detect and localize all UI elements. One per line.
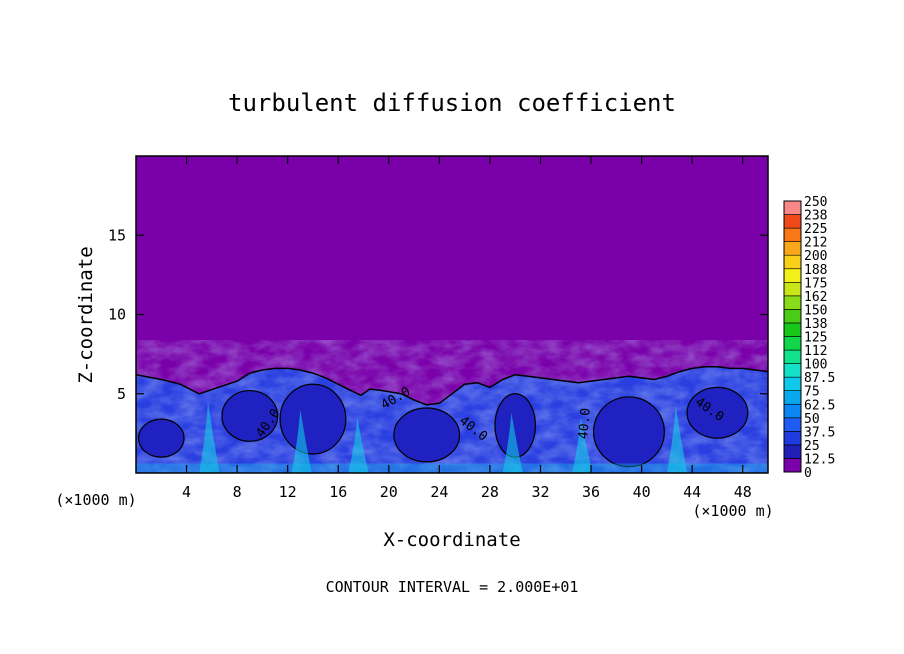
colorbar-swatch-18 bbox=[783, 214, 802, 229]
x-tick-label-8: 36 bbox=[582, 483, 600, 501]
colorbar-label-5: 62.5 bbox=[804, 398, 835, 413]
eddy-core-5 bbox=[592, 396, 665, 468]
colorbar-label-11: 138 bbox=[804, 317, 827, 332]
colorbar-label-18: 225 bbox=[804, 222, 827, 237]
colorbar-swatch-15 bbox=[783, 254, 802, 270]
colorbar-label-9: 112 bbox=[804, 344, 827, 359]
boundary-contour-line bbox=[136, 366, 768, 406]
colorbar-label-13: 162 bbox=[804, 290, 827, 305]
contour-interval-footer: CONTOUR INTERVAL = 2.000E+01 bbox=[326, 578, 579, 596]
colorbar-swatch-20 bbox=[783, 200, 802, 215]
colorbar-swatch-16 bbox=[783, 241, 802, 256]
x-tick-label-2: 12 bbox=[279, 483, 297, 501]
colorbar-swatch-12 bbox=[783, 295, 802, 310]
colorbar-swatch-11 bbox=[783, 309, 802, 324]
colorbar-label-19: 238 bbox=[804, 209, 827, 224]
colorbar-swatch-13 bbox=[783, 281, 802, 297]
x-tick-label-1: 8 bbox=[233, 483, 242, 501]
x-tick-label-3: 16 bbox=[329, 483, 347, 501]
colorbar-swatch-10 bbox=[783, 322, 802, 337]
eddy-core-3 bbox=[393, 407, 461, 463]
x-tick-label-6: 28 bbox=[481, 483, 499, 501]
colorbar-label-8: 100 bbox=[804, 358, 827, 373]
colorbar-swatch-5 bbox=[783, 390, 802, 405]
colorbar-label-20: 250 bbox=[804, 195, 827, 210]
colorbar-label-1: 12.5 bbox=[804, 452, 835, 467]
colorbar-swatch-14 bbox=[783, 268, 802, 283]
colorbar-label-17: 212 bbox=[804, 236, 827, 251]
colorbar-swatch-3 bbox=[783, 417, 802, 432]
eddy-core-0 bbox=[137, 418, 185, 458]
x-axis-ticks: 4 8 12 16 20 24 28 32 36 40 44 48 bbox=[182, 156, 752, 501]
x-tick-label-10: 44 bbox=[683, 483, 701, 501]
x-tick-label-4: 20 bbox=[380, 483, 398, 501]
colorbar-frame bbox=[783, 200, 802, 473]
updraft-plume-4 bbox=[572, 417, 593, 473]
y-tick-label-1: 10 bbox=[108, 306, 126, 324]
colorbar-swatch-0 bbox=[783, 458, 802, 473]
x-tick-label-11: 48 bbox=[734, 483, 752, 501]
eddy-core-2 bbox=[279, 383, 347, 455]
colorbar-swatch-6 bbox=[783, 376, 802, 391]
x-tick-label-5: 24 bbox=[430, 483, 448, 501]
colorbar-label-0: 0 bbox=[804, 466, 812, 481]
colorbar-swatch-8 bbox=[783, 349, 802, 364]
x-axis-label: X-coordinate bbox=[383, 529, 520, 551]
x-tick-label-7: 32 bbox=[531, 483, 549, 501]
colorbar-label-12: 150 bbox=[804, 303, 827, 318]
colorbar-label-3: 37.5 bbox=[804, 425, 835, 440]
contour-label-3: 40.0 bbox=[576, 407, 594, 440]
colorbar-label-16: 200 bbox=[804, 249, 827, 264]
colorbar: 012.52537.55062.57587.510011212513815016… bbox=[783, 195, 835, 481]
x-tick-label-9: 40 bbox=[633, 483, 651, 501]
colorbar-label-4: 50 bbox=[804, 412, 820, 427]
x-unit-label-left: (×1000 m) bbox=[55, 491, 136, 509]
updraft-plume-3 bbox=[502, 412, 523, 473]
colorbar-swatch-17 bbox=[783, 227, 802, 242]
colorbar-label-7: 87.5 bbox=[804, 371, 835, 386]
colorbar-label-14: 175 bbox=[804, 276, 827, 291]
updraft-plume-5 bbox=[666, 406, 688, 473]
colorbar-label-6: 75 bbox=[804, 385, 820, 400]
y-tick-label-0: 5 bbox=[117, 385, 126, 403]
colorbar-label-15: 188 bbox=[804, 263, 827, 278]
y-tick-label-2: 15 bbox=[108, 226, 126, 244]
y-axis-label: Z-coordinate bbox=[75, 246, 97, 383]
surface-layer bbox=[136, 463, 768, 473]
colorbar-swatch-4 bbox=[783, 403, 802, 419]
colorbar-label-10: 125 bbox=[804, 331, 827, 346]
colorbar-label-2: 25 bbox=[804, 439, 820, 454]
chart-title: turbulent diffusion coefficient bbox=[228, 89, 676, 117]
colorbar-swatch-1 bbox=[783, 444, 802, 459]
plot-area: 40.040.040.0 40.0 40.0 bbox=[136, 156, 768, 473]
colorbar-swatch-7 bbox=[783, 363, 802, 378]
colorbar-swatch-2 bbox=[783, 431, 802, 446]
updraft-plume-2 bbox=[348, 417, 369, 473]
colorbar-swatch-9 bbox=[783, 336, 802, 351]
updraft-plume-0 bbox=[199, 401, 220, 473]
eddy-features bbox=[136, 383, 768, 473]
x-unit-label-right: (×1000 m) bbox=[692, 502, 773, 520]
x-tick-label-0: 4 bbox=[182, 483, 191, 501]
eddy-core-6 bbox=[686, 386, 749, 439]
eddy-core-1 bbox=[221, 389, 279, 442]
updraft-plume-1 bbox=[291, 409, 312, 473]
y-axis-ticks: 5 10 15 bbox=[108, 226, 768, 403]
